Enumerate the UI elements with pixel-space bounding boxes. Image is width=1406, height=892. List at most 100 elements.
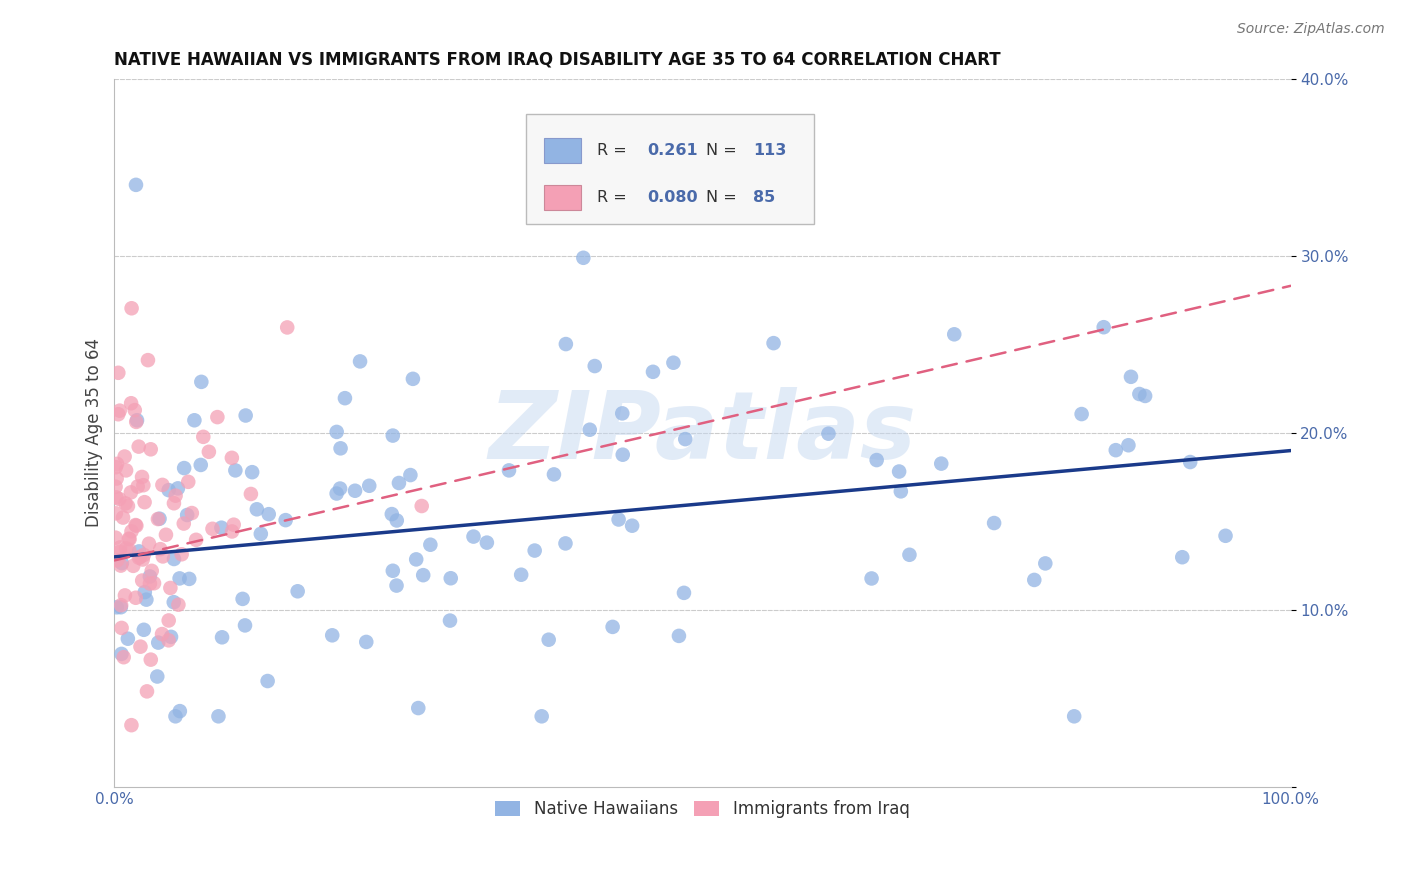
- Native Hawaiians: [359, 479, 381, 493]
- Native Hawaiians: [117, 632, 139, 646]
- Immigrants from Iraq: [165, 489, 187, 503]
- Native Hawaiians: [388, 475, 411, 490]
- Native Hawaiians: [135, 592, 157, 607]
- Text: 113: 113: [754, 143, 786, 158]
- Native Hawaiians: [385, 578, 408, 592]
- Text: 0.080: 0.080: [647, 190, 697, 205]
- Native Hawaiians: [1024, 573, 1046, 587]
- Immigrants from Iraq: [139, 442, 162, 457]
- Native Hawaiians: [510, 567, 533, 582]
- Immigrants from Iraq: [163, 496, 186, 510]
- Text: ZIPatlas: ZIPatlas: [488, 387, 917, 479]
- Native Hawaiians: [1105, 443, 1128, 458]
- Native Hawaiians: [257, 507, 280, 521]
- Native Hawaiians: [523, 543, 546, 558]
- Immigrants from Iraq: [134, 495, 156, 509]
- Immigrants from Iraq: [118, 532, 141, 546]
- Native Hawaiians: [173, 461, 195, 475]
- Immigrants from Iraq: [121, 301, 143, 316]
- Immigrants from Iraq: [114, 496, 136, 510]
- Native Hawaiians: [543, 467, 565, 482]
- Immigrants from Iraq: [128, 550, 150, 565]
- Immigrants from Iraq: [112, 650, 135, 665]
- Native Hawaiians: [1070, 407, 1092, 421]
- Native Hawaiians: [134, 585, 156, 599]
- Native Hawaiians: [668, 629, 690, 643]
- Immigrants from Iraq: [131, 552, 153, 566]
- Immigrants from Iraq: [184, 533, 207, 547]
- Native Hawaiians: [475, 535, 498, 549]
- Immigrants from Iraq: [129, 549, 152, 564]
- Native Hawaiians: [983, 516, 1005, 530]
- Native Hawaiians: [402, 372, 425, 386]
- Native Hawaiians: [235, 409, 257, 423]
- Native Hawaiians: [148, 512, 170, 526]
- Native Hawaiians: [943, 327, 966, 342]
- Native Hawaiians: [1119, 369, 1142, 384]
- Immigrants from Iraq: [120, 485, 142, 500]
- Native Hawaiians: [132, 623, 155, 637]
- Immigrants from Iraq: [276, 320, 298, 334]
- Native Hawaiians: [325, 486, 347, 500]
- Immigrants from Iraq: [150, 627, 173, 641]
- Native Hawaiians: [817, 426, 839, 441]
- Native Hawaiians: [662, 356, 685, 370]
- Immigrants from Iraq: [193, 430, 215, 444]
- Native Hawaiians: [929, 457, 952, 471]
- FancyBboxPatch shape: [526, 114, 814, 224]
- Immigrants from Iraq: [121, 524, 143, 539]
- Native Hawaiians: [211, 630, 233, 644]
- Native Hawaiians: [125, 178, 148, 192]
- Immigrants from Iraq: [125, 415, 148, 429]
- Native Hawaiians: [321, 628, 343, 642]
- Native Hawaiians: [128, 544, 150, 558]
- Native Hawaiians: [146, 669, 169, 683]
- Native Hawaiians: [344, 483, 367, 498]
- Immigrants from Iraq: [198, 445, 221, 459]
- Immigrants from Iraq: [105, 457, 128, 471]
- Native Hawaiians: [256, 673, 278, 688]
- Native Hawaiians: [463, 530, 485, 544]
- Immigrants from Iraq: [110, 598, 132, 612]
- Immigrants from Iraq: [411, 499, 433, 513]
- Native Hawaiians: [866, 453, 889, 467]
- Native Hawaiians: [554, 337, 576, 351]
- Immigrants from Iraq: [129, 640, 152, 654]
- Native Hawaiians: [190, 458, 212, 472]
- Native Hawaiians: [1118, 438, 1140, 452]
- Native Hawaiians: [673, 432, 696, 446]
- Native Hawaiians: [356, 635, 378, 649]
- Native Hawaiians: [405, 552, 427, 566]
- Native Hawaiians: [1180, 455, 1202, 469]
- Native Hawaiians: [333, 391, 356, 405]
- Immigrants from Iraq: [173, 516, 195, 531]
- Immigrants from Iraq: [114, 589, 136, 603]
- Text: N =: N =: [706, 190, 737, 205]
- Native Hawaiians: [110, 600, 132, 615]
- Immigrants from Iraq: [139, 653, 162, 667]
- Immigrants from Iraq: [111, 510, 134, 524]
- Immigrants from Iraq: [118, 532, 141, 546]
- Text: 85: 85: [754, 190, 775, 205]
- Native Hawaiians: [250, 526, 273, 541]
- Native Hawaiians: [190, 375, 212, 389]
- Immigrants from Iraq: [110, 558, 132, 573]
- Native Hawaiians: [169, 704, 191, 718]
- Immigrants from Iraq: [201, 522, 224, 536]
- Native Hawaiians: [612, 406, 634, 420]
- Native Hawaiians: [439, 614, 461, 628]
- Immigrants from Iraq: [136, 684, 159, 698]
- Native Hawaiians: [232, 591, 254, 606]
- Native Hawaiians: [406, 701, 429, 715]
- Immigrants from Iraq: [131, 470, 153, 484]
- Native Hawaiians: [890, 484, 912, 499]
- Legend: Native Hawaiians, Immigrants from Iraq: Native Hawaiians, Immigrants from Iraq: [489, 794, 917, 825]
- Native Hawaiians: [233, 618, 256, 632]
- Native Hawaiians: [612, 448, 634, 462]
- Native Hawaiians: [621, 518, 644, 533]
- Immigrants from Iraq: [108, 545, 131, 559]
- Native Hawaiians: [1092, 320, 1115, 334]
- Immigrants from Iraq: [118, 543, 141, 558]
- Native Hawaiians: [419, 538, 441, 552]
- Native Hawaiians: [148, 635, 170, 649]
